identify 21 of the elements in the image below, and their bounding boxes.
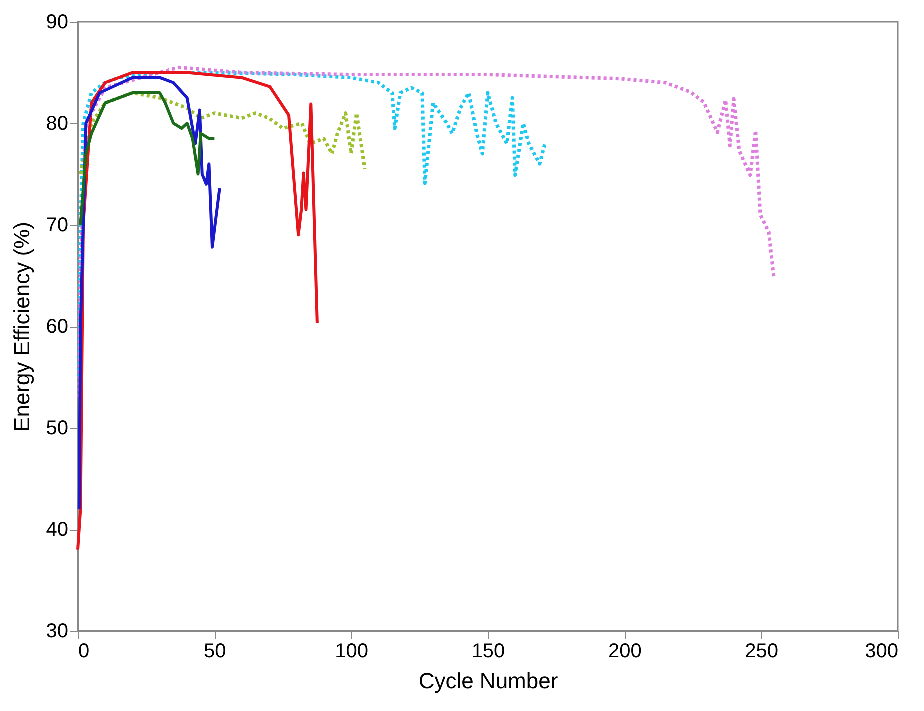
line-series [78, 71, 548, 379]
x-tick-label: 250 [745, 640, 779, 662]
line-series [78, 91, 367, 176]
x-tick-label: 200 [608, 640, 642, 662]
x-axis-title: Cycle Number [418, 668, 558, 694]
line-series [78, 76, 222, 511]
line-series [79, 92, 216, 226]
y-tick-label: 60 [46, 316, 68, 338]
y-tick-label: 90 [46, 12, 68, 34]
y-axis-title: Energy Efficiency (%) [9, 222, 34, 432]
y-tick-label: 30 [46, 620, 68, 642]
x-tick-label: 0 [78, 640, 90, 662]
y-tick-label: 70 [46, 214, 68, 236]
line-series [78, 66, 776, 400]
x-tick-label: 100 [335, 640, 369, 662]
x-tick-label: 50 [204, 640, 226, 662]
y-tick-label: 40 [46, 519, 68, 541]
x-tick-label: 150 [472, 640, 506, 662]
y-tick-label: 50 [46, 418, 68, 440]
x-tick-label: 300 [865, 640, 898, 662]
y-tick-label: 80 [46, 113, 68, 135]
